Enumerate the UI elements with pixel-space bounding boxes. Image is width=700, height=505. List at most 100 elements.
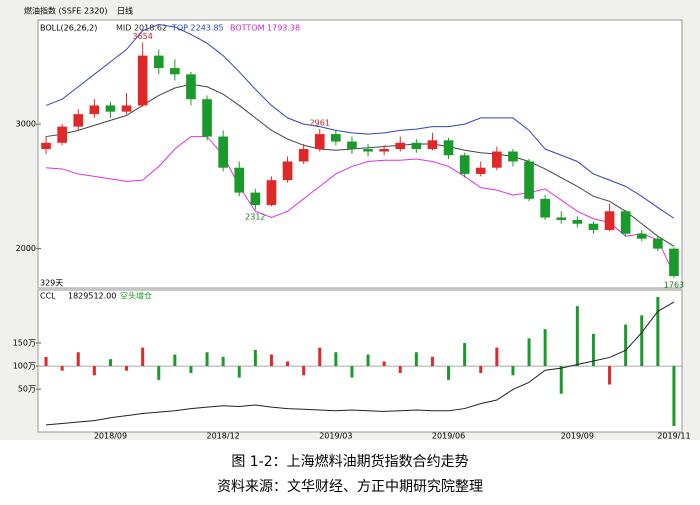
x-tick-label: 2018/12 bbox=[207, 432, 240, 441]
volume-bar bbox=[205, 352, 209, 367]
candle-body bbox=[137, 55, 148, 106]
candle-body bbox=[282, 161, 293, 181]
boll-top bbox=[45, 23, 675, 219]
candle-body bbox=[202, 99, 212, 137]
volume-bar bbox=[527, 338, 531, 367]
annotation: 3654 bbox=[132, 32, 152, 41]
mid-label: MID 2018.62 bbox=[116, 24, 167, 33]
volume-bar bbox=[141, 347, 145, 367]
vol-tick-label: 50万 bbox=[18, 385, 36, 394]
candle-body bbox=[411, 142, 422, 150]
span-label: 329天 bbox=[40, 279, 63, 288]
price-pane bbox=[37, 19, 683, 289]
volume-bar bbox=[398, 366, 402, 373]
volume-bar bbox=[463, 343, 467, 367]
volume-bar bbox=[334, 352, 338, 367]
candle-body bbox=[331, 134, 341, 142]
volume-bar bbox=[76, 352, 80, 367]
volume-bar bbox=[92, 366, 96, 376]
volume-bar bbox=[221, 356, 225, 367]
annotation: 2312 bbox=[245, 212, 265, 221]
y-tick-label: 2000 bbox=[16, 244, 36, 253]
candle-body bbox=[105, 105, 116, 112]
candle-body bbox=[459, 155, 470, 174]
ccl-note: 空头增仓 bbox=[120, 291, 152, 301]
candle-body bbox=[443, 140, 454, 156]
vol-tick-label: 100万 bbox=[13, 362, 36, 371]
y-tick-label: 3000 bbox=[16, 120, 36, 129]
volume-bar bbox=[157, 366, 161, 380]
candle-body bbox=[588, 223, 599, 230]
candle-body bbox=[57, 126, 67, 143]
window-title: 燃油指数 (SSFE 2320) bbox=[24, 6, 108, 16]
volume-bar bbox=[495, 347, 499, 367]
candle-body bbox=[572, 220, 583, 224]
volume-bar bbox=[237, 366, 241, 378]
volume-bar bbox=[511, 366, 515, 376]
candle-body bbox=[73, 114, 84, 127]
candle-body bbox=[298, 149, 309, 162]
x-tick-label: 2019/03 bbox=[319, 432, 352, 441]
candle-body bbox=[234, 167, 245, 193]
volume-bar bbox=[414, 352, 418, 367]
volume-bar bbox=[366, 354, 370, 367]
volume-bar bbox=[559, 366, 563, 394]
volume-bar bbox=[656, 296, 660, 367]
volume-bar bbox=[318, 347, 322, 367]
x-tick-label: 2019/09 bbox=[561, 432, 594, 441]
source: 资料来源：文华财经、方正中期研究院整理 bbox=[217, 479, 483, 495]
candle-body bbox=[653, 238, 663, 249]
candle-body bbox=[153, 55, 164, 69]
boll-mid bbox=[45, 83, 675, 247]
caption: 图 1-2：上海燃料油期货指数合约走势 bbox=[231, 453, 468, 470]
candle-body bbox=[250, 192, 261, 206]
x-tick-label: 2018/09 bbox=[94, 432, 127, 441]
volume-bar bbox=[302, 366, 306, 376]
candle-body bbox=[170, 68, 180, 75]
volume-bar bbox=[286, 361, 290, 367]
candle-body bbox=[314, 134, 325, 150]
volume-bar bbox=[672, 366, 676, 427]
candle-body bbox=[540, 198, 550, 218]
candle-body bbox=[218, 136, 228, 168]
volume-bar bbox=[591, 333, 595, 367]
volume-bar bbox=[382, 361, 386, 367]
candle-body bbox=[121, 105, 132, 112]
candle-body bbox=[604, 211, 615, 230]
candle-body bbox=[475, 167, 486, 174]
candle-body bbox=[556, 217, 567, 220]
ccl-label: CCL bbox=[40, 292, 56, 301]
volume-bar bbox=[447, 366, 451, 380]
volume-bar bbox=[479, 366, 483, 373]
volume-bar bbox=[44, 356, 48, 367]
volume-bar bbox=[173, 354, 177, 367]
annotation: 1763 bbox=[664, 281, 684, 290]
x-tick-label: 2019/06 bbox=[432, 432, 465, 441]
candle-body bbox=[427, 140, 438, 150]
ccl-value: 1829512.00 bbox=[68, 292, 116, 301]
candle-body bbox=[363, 149, 373, 152]
candle-body bbox=[379, 149, 389, 152]
x-tick-label: 2019/11 bbox=[657, 432, 690, 441]
candle-body bbox=[508, 151, 518, 162]
candle-body bbox=[395, 142, 406, 150]
volume-bar bbox=[189, 366, 193, 373]
bottom-label: BOTTOM 1793.38 bbox=[230, 24, 300, 33]
volume-bar bbox=[108, 359, 112, 367]
volume-bar bbox=[430, 356, 434, 367]
volume-bar bbox=[125, 366, 129, 371]
candle-body bbox=[669, 248, 679, 277]
top-label: TOP 2243.85 bbox=[171, 24, 224, 33]
volume-bar bbox=[640, 315, 644, 367]
period: 日线 bbox=[117, 6, 133, 16]
candle-body bbox=[620, 211, 631, 234]
volume-pane bbox=[37, 289, 683, 433]
volume-bar bbox=[575, 306, 579, 367]
volume-bar bbox=[543, 329, 547, 367]
volume-bar bbox=[608, 366, 612, 385]
candle-body bbox=[492, 151, 502, 168]
volume-bar bbox=[624, 324, 628, 367]
boll-bottom bbox=[46, 136, 675, 275]
candle-body bbox=[266, 180, 277, 206]
